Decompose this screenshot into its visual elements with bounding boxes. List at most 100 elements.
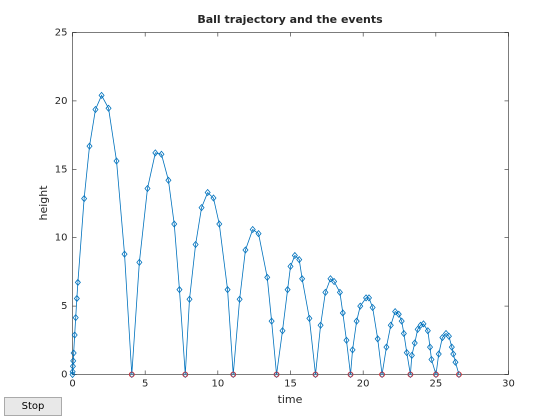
data-point xyxy=(152,149,159,157)
event-point xyxy=(273,371,280,378)
data-point xyxy=(455,370,462,379)
data-point xyxy=(69,368,76,376)
y-tick-label: 10 xyxy=(55,233,68,244)
data-point xyxy=(70,357,77,365)
data-point xyxy=(224,286,231,294)
data-point xyxy=(442,329,450,338)
data-point xyxy=(343,336,350,344)
data-point xyxy=(322,288,329,297)
y-axis-label: height xyxy=(37,185,50,221)
event-point xyxy=(312,371,319,378)
event-point xyxy=(433,371,439,378)
data-point xyxy=(144,184,151,193)
data-point xyxy=(400,329,407,338)
data-point xyxy=(395,310,402,318)
data-point xyxy=(411,339,418,347)
data-point xyxy=(339,309,346,317)
data-point xyxy=(121,250,128,258)
data-point xyxy=(279,327,286,335)
data-point xyxy=(69,362,76,370)
data-point xyxy=(349,346,356,354)
data-point xyxy=(374,335,381,343)
data-point xyxy=(128,370,135,379)
data-point xyxy=(158,150,165,158)
data-point xyxy=(105,104,112,112)
y-tick-label: 25 xyxy=(55,28,68,39)
data-point xyxy=(392,307,399,316)
event-point xyxy=(379,371,385,378)
trajectory-line xyxy=(72,94,460,375)
data-point xyxy=(230,370,237,379)
data-point xyxy=(264,273,271,281)
event-point xyxy=(230,371,237,378)
data-point xyxy=(331,277,338,286)
data-point xyxy=(357,302,364,310)
data-point xyxy=(136,258,143,266)
data-point xyxy=(448,343,455,351)
data-point xyxy=(72,313,79,322)
data-point xyxy=(317,321,324,329)
x-tick-label: 10 xyxy=(211,379,224,390)
data-point xyxy=(435,350,442,358)
data-point xyxy=(242,246,249,254)
event-point xyxy=(347,371,354,378)
data-point xyxy=(383,343,390,351)
x-tick-label: 0 xyxy=(69,379,75,390)
data-point xyxy=(450,350,457,358)
data-point xyxy=(165,176,172,184)
data-point xyxy=(420,320,427,328)
data-point xyxy=(287,262,294,271)
event-point xyxy=(456,371,462,378)
data-point xyxy=(312,370,319,379)
data-point xyxy=(426,343,434,351)
y-tick-label: 0 xyxy=(61,370,67,381)
data-point xyxy=(74,278,81,287)
data-point xyxy=(347,370,354,379)
data-point xyxy=(73,294,80,303)
data-point xyxy=(273,370,280,379)
data-point xyxy=(424,327,431,335)
chart-title: Ball trajectory and the events xyxy=(197,13,383,26)
data-point xyxy=(387,321,394,329)
data-point xyxy=(379,370,386,379)
data-point xyxy=(353,317,360,325)
data-point xyxy=(414,325,421,333)
data-point xyxy=(113,157,120,165)
data-point xyxy=(255,229,262,238)
x-tick-label: 30 xyxy=(502,379,515,390)
data-point xyxy=(439,333,446,342)
data-point xyxy=(284,286,291,294)
data-point xyxy=(336,288,343,297)
event-point xyxy=(128,371,135,378)
data-point xyxy=(428,355,435,364)
data-point xyxy=(417,321,424,329)
data-point xyxy=(299,275,306,283)
data-point xyxy=(407,370,414,379)
data-point xyxy=(327,275,334,283)
y-tick-label: 20 xyxy=(55,96,68,107)
data-point xyxy=(236,295,243,303)
axes-box xyxy=(72,32,509,375)
data-point xyxy=(365,294,373,302)
data-point xyxy=(408,351,415,359)
y-tick-label: 15 xyxy=(55,164,68,175)
x-tick-label: 15 xyxy=(284,379,297,390)
data-point xyxy=(210,194,217,202)
data-point xyxy=(70,349,77,357)
stop-button[interactable]: Stop xyxy=(4,397,62,416)
data-point xyxy=(176,286,183,294)
data-point xyxy=(71,331,78,339)
event-point xyxy=(182,371,189,378)
y-tick-label: 5 xyxy=(61,301,67,312)
data-point xyxy=(403,348,410,357)
x-axis-label: time xyxy=(278,393,303,406)
data-point xyxy=(98,91,105,100)
event-point xyxy=(407,371,414,378)
data-point xyxy=(432,370,439,379)
data-point xyxy=(452,358,459,366)
data-point xyxy=(186,295,193,303)
data-point xyxy=(249,225,256,234)
